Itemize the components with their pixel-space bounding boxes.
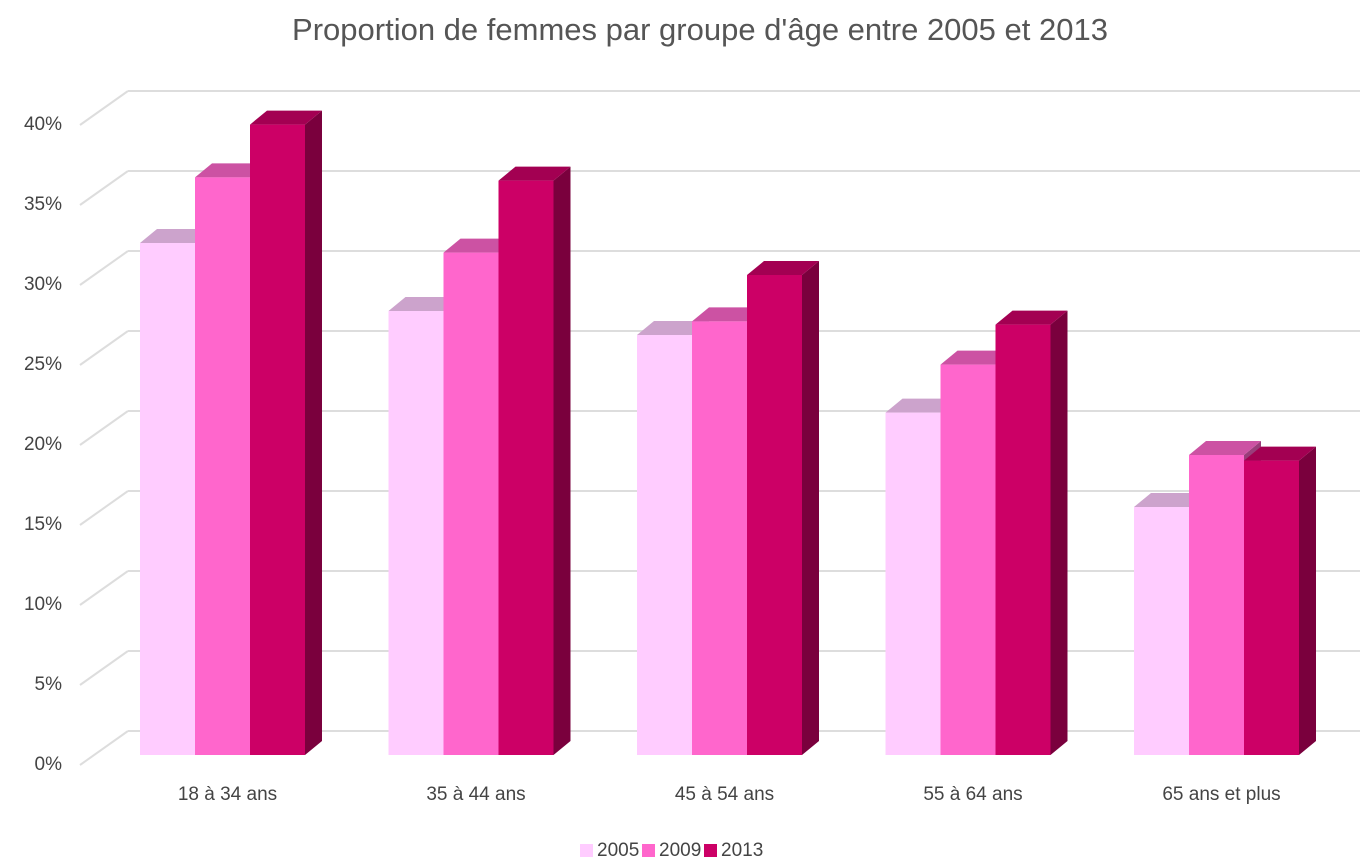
bar-top xyxy=(747,261,819,275)
bar-top xyxy=(995,310,1068,325)
bar-side xyxy=(1299,446,1316,755)
bar-top xyxy=(1189,441,1261,455)
bar xyxy=(1134,507,1189,755)
legend-label: 2013 xyxy=(721,840,763,859)
y-tick-label: 30% xyxy=(24,274,62,295)
bar xyxy=(692,321,747,755)
legend-swatch xyxy=(580,844,593,857)
chart-title: Proportion de femmes par groupe d'âge en… xyxy=(292,12,1108,47)
y-tick-label: 5% xyxy=(35,674,63,695)
bar xyxy=(443,252,499,755)
bar xyxy=(885,412,941,755)
bar-top xyxy=(1134,493,1206,507)
bar-side xyxy=(802,261,819,755)
bar xyxy=(1189,455,1244,755)
grid-line xyxy=(79,170,129,206)
bar-top xyxy=(498,166,571,181)
bar-top xyxy=(250,110,322,125)
bar xyxy=(498,180,554,756)
y-tick-label: 25% xyxy=(24,354,62,375)
bar-top xyxy=(140,229,212,243)
bar xyxy=(637,335,692,755)
bar-top xyxy=(443,238,516,253)
y-tick-label: 35% xyxy=(24,194,62,215)
bar xyxy=(140,243,195,755)
x-tick-label: 45 à 54 ans xyxy=(675,784,774,805)
bar-top xyxy=(692,307,764,322)
bar-side xyxy=(1050,310,1068,755)
x-tick-label: 65 ans et plus xyxy=(1162,784,1280,805)
legend-swatch xyxy=(704,844,717,857)
bar-top xyxy=(637,321,709,335)
bar-top xyxy=(885,398,958,413)
bar-top xyxy=(388,297,461,311)
bar xyxy=(995,324,1051,755)
bar-top xyxy=(940,350,1013,365)
bar xyxy=(1244,460,1299,755)
bar-side xyxy=(305,110,322,756)
grid-line xyxy=(79,570,129,606)
y-tick-label: 0% xyxy=(35,754,63,775)
bar xyxy=(940,364,996,755)
y-tick-label: 15% xyxy=(24,514,62,535)
bar-top xyxy=(195,163,267,178)
grid-line xyxy=(79,250,129,286)
y-tick-label: 40% xyxy=(24,114,62,135)
x-tick-label: 18 à 34 ans xyxy=(178,784,277,805)
bar xyxy=(388,311,444,755)
legend-label: 2009 xyxy=(659,840,701,859)
grid-line xyxy=(79,730,129,766)
x-tick-label: 55 à 64 ans xyxy=(923,784,1022,805)
bar xyxy=(747,275,802,755)
grid-line xyxy=(79,650,129,686)
bar xyxy=(250,124,305,756)
grid-line xyxy=(79,410,129,446)
bar-side xyxy=(553,166,571,756)
y-tick-label: 20% xyxy=(24,434,62,455)
x-tick-label: 35 à 44 ans xyxy=(426,784,525,805)
y-tick-label: 10% xyxy=(24,594,62,615)
grid-line xyxy=(79,90,129,126)
grid-line xyxy=(79,330,129,366)
bar xyxy=(195,177,250,755)
bar-top xyxy=(1244,446,1316,461)
legend-label: 2005 xyxy=(597,840,639,859)
legend-swatch xyxy=(642,844,655,857)
grid-line xyxy=(79,490,129,526)
